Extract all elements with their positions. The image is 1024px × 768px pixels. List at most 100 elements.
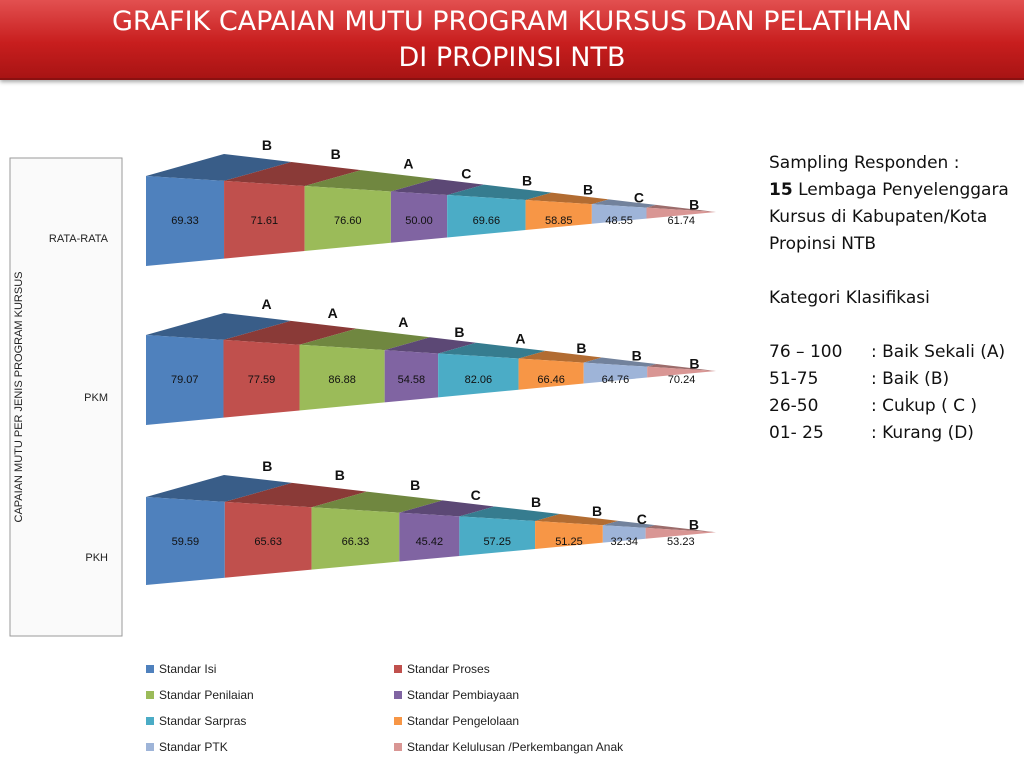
value-label: 54.58 xyxy=(398,374,426,386)
bar-segment-top xyxy=(645,525,716,533)
bar-segment-top xyxy=(224,482,367,508)
bar-segment-top xyxy=(223,320,357,345)
value-label: 65.63 xyxy=(254,536,282,548)
grade-label: B xyxy=(583,182,593,198)
value-label: 58.85 xyxy=(545,215,573,227)
bar-segment-top xyxy=(384,337,477,354)
bar-segment xyxy=(459,516,536,556)
value-label: 45.42 xyxy=(416,536,444,548)
value-label: 79.07 xyxy=(171,374,199,386)
bar-segment-top xyxy=(299,328,431,351)
classification-list: 76 – 100 : Baik Sekali (A) 51-75 : Baik (B)… xyxy=(769,339,1019,447)
bar-segment xyxy=(583,362,648,384)
grade-label: B xyxy=(592,503,602,519)
bar-segment xyxy=(525,199,592,231)
title-banner: GRAFIK CAPAIAN MUTU PROGRAM KURSUS DAN P… xyxy=(0,0,1024,80)
legend-item: Standar Proses xyxy=(394,662,490,676)
classification-row: 76 – 100 : Baik Sekali (A) xyxy=(769,339,1019,366)
bar-segment xyxy=(399,512,460,562)
bar-segment xyxy=(646,207,716,219)
legend-swatch xyxy=(146,717,154,725)
grade-label: B xyxy=(522,172,532,188)
info-panel: Sampling Responden : 15 Lembaga Penyelen… xyxy=(769,150,1019,447)
bar-segment xyxy=(146,176,225,266)
classification-label: : Cukup ( C ) xyxy=(871,396,978,416)
grade-label: A xyxy=(398,314,408,330)
legend-swatch xyxy=(394,665,402,673)
value-label: 48.55 xyxy=(605,215,633,227)
classification-range: 26-50 xyxy=(769,396,819,416)
value-label: 76.60 xyxy=(334,215,362,227)
legend-swatch xyxy=(394,717,402,725)
classification-label: : Kurang (D) xyxy=(871,423,974,443)
sampling-description: 15 Lembaga Penyelenggara Kursus di Kabup… xyxy=(769,177,1019,258)
value-label: 71.61 xyxy=(251,215,279,227)
bar-segment xyxy=(311,507,400,570)
bar-segment xyxy=(647,366,716,378)
bar-segment-top xyxy=(399,500,495,517)
legend-swatch xyxy=(394,691,402,699)
value-label: 53.23 xyxy=(667,536,695,548)
bar-segment-top xyxy=(146,154,292,181)
bar-segment xyxy=(518,358,584,390)
value-label: 64.76 xyxy=(602,374,630,386)
value-label: 66.46 xyxy=(537,374,565,386)
legend-swatch xyxy=(146,691,154,699)
grade-label: B xyxy=(335,467,345,483)
classification-range: 76 – 100 xyxy=(769,342,843,362)
grade-label: B xyxy=(410,477,420,493)
value-label: 51.25 xyxy=(555,536,583,548)
legend-item: Standar Sarpras xyxy=(146,714,246,728)
bar-segment-top xyxy=(646,204,716,212)
category-label: PKH xyxy=(85,552,108,564)
classification-row: 01- 25 : Kurang (D) xyxy=(769,420,1019,447)
bar-segment xyxy=(146,335,224,425)
category-axis-panel xyxy=(9,157,123,637)
value-label: 57.25 xyxy=(483,536,511,548)
value-label: 82.06 xyxy=(465,374,493,386)
bar-segment-top xyxy=(525,192,609,205)
legend-swatch xyxy=(146,665,154,673)
classification-label: : Baik Sekali (A) xyxy=(871,342,1006,362)
legend-item: Standar Isi xyxy=(146,662,216,676)
bar-segment xyxy=(223,339,300,418)
grade-label: B xyxy=(262,458,272,474)
legend-swatch xyxy=(394,743,402,751)
legend-item: Standar Pembiayaan xyxy=(394,688,519,702)
grade-label: B xyxy=(576,340,586,356)
bar-segment xyxy=(384,350,439,403)
grade-label: A xyxy=(515,331,525,347)
bar-segment-top xyxy=(459,506,560,522)
grade-label: B xyxy=(689,517,699,533)
grade-label: B xyxy=(689,355,699,371)
classification-row: 51-75 : Baik (B) xyxy=(769,366,1019,393)
bar-segment xyxy=(304,186,391,251)
bar-segment xyxy=(224,180,305,259)
legend-label: Standar Pembiayaan xyxy=(407,688,520,702)
legend-label: Standar Penilaian xyxy=(159,688,254,702)
bar-segment-top xyxy=(647,363,716,371)
legend-label: Standar Sarpras xyxy=(159,714,247,728)
grade-label: B xyxy=(331,146,341,162)
legend-item: Standar Kelulusan /Perkembangan Anak xyxy=(394,740,623,754)
grade-label: B xyxy=(689,196,699,212)
title-line-2: DI PROPINSI NTB xyxy=(398,42,626,73)
classification-label: : Baik (B) xyxy=(871,369,950,389)
bars-group: 69.33 B 71.61 B 76.60 A 50.00 C 69.66 B 58.85 B 48.5… xyxy=(146,137,716,585)
grade-label: C xyxy=(471,487,481,503)
value-label: 77.59 xyxy=(248,374,276,386)
bar-segment-top xyxy=(304,170,436,192)
sampling-label: Sampling Responden : xyxy=(769,153,960,173)
classification-range: 51-75 xyxy=(769,369,819,389)
value-label: 70.24 xyxy=(668,374,696,386)
bar-segment xyxy=(591,204,647,224)
bar-segment-top xyxy=(535,514,619,526)
legend-item: Standar PTK xyxy=(146,740,228,754)
category-title: Kategori Klasifikasi xyxy=(769,288,930,308)
bar-segment xyxy=(224,501,312,578)
classification-range: 01- 25 xyxy=(769,423,824,443)
bar-segment-top xyxy=(447,184,552,200)
grade-label: C xyxy=(637,511,647,527)
bar-segment-top xyxy=(311,491,443,513)
